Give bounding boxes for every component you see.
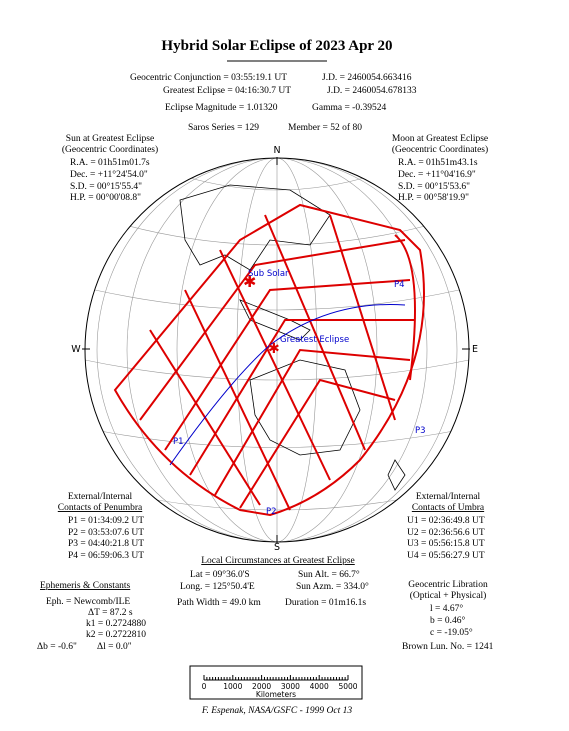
- penumbra-row: P4 = 06:59:06.3 UT: [68, 551, 144, 561]
- ephemeris-row: k2 = 0.2722810: [86, 630, 146, 640]
- credit: F. Espenak, NASA/GSFC - 1999 Oct 13: [201, 706, 352, 716]
- ephemeris-db: Δb = -0.6": [37, 642, 77, 652]
- libration-row: b = 0.46°: [430, 615, 465, 626]
- sun-row: R.A. = 01h51m01.7s: [70, 158, 150, 168]
- ephemeris-row: k1 = 0.2724880: [86, 619, 146, 629]
- local-title: Local Circumstances at Greatest Eclipse: [201, 556, 355, 566]
- scale-tick-label: 0: [202, 682, 207, 691]
- local-cell: Path Width = 49.0 km: [177, 598, 261, 608]
- compass-w: W: [71, 344, 81, 355]
- umbra-title: External/Internal: [416, 492, 481, 502]
- moon-row: S.D. = 00°15'53.6": [398, 181, 470, 192]
- ephemeris-dl: Δl = 0.0": [97, 642, 132, 652]
- local-cell: Long. = 125°50.4'E: [180, 581, 255, 592]
- libration-row: l = 4.67°: [430, 603, 463, 614]
- p3-label: P3: [415, 426, 426, 436]
- ephemeris-row: ΔT = 87.2 s: [88, 608, 133, 618]
- sun-row: H.P. = 00°00'08.8": [70, 192, 141, 203]
- sun-row: Dec. = +11°24'54.0": [70, 169, 148, 180]
- moon-title: Moon at Greatest Eclipse: [392, 134, 488, 144]
- compass-s: S: [274, 542, 280, 553]
- moon-row: Dec. = +11°04'16.9": [398, 169, 476, 180]
- moon-row: H.P. = 00°58'19.9": [398, 192, 469, 203]
- scale-tick-label: 4000: [310, 682, 329, 691]
- p1-label: P1: [173, 437, 184, 447]
- penumbra-row: P3 = 04:40:21.8 UT: [68, 539, 144, 549]
- p2-label: P2: [266, 507, 277, 517]
- scale-unit: Kilometers: [256, 690, 296, 699]
- p4-label: P4: [394, 280, 405, 290]
- greatest-jd: J.D. = 2460054.678133: [327, 86, 417, 96]
- conjunction: Geocentric Conjunction = 03:55:19.1 UT: [130, 73, 287, 83]
- umbra-row: U1 = 02:36:49.8 UT: [407, 516, 485, 526]
- globe-map: ✱ ✱: [84, 157, 470, 543]
- libration-subtitle: (Optical + Physical): [410, 590, 487, 601]
- conjunction-jd: J.D. = 2460054.663416: [322, 73, 412, 83]
- local-cell: Duration = 01m16.1s: [285, 598, 366, 608]
- sun-row: S.D. = 00°15'55.4": [70, 181, 142, 192]
- brown-lunation: Brown Lun. No. = 1241: [402, 642, 494, 652]
- penumbra-subtitle: Contacts of Penumbra: [58, 502, 143, 513]
- umbra-row: U4 = 05:56:27.9 UT: [407, 551, 485, 561]
- title: Hybrid Solar Eclipse of 2023 Apr 20: [161, 38, 392, 54]
- moon-row: R.A. = 01h51m43.1s: [398, 158, 478, 168]
- gamma: Gamma = -0.39524: [312, 103, 386, 113]
- libration-title: Geocentric Libration: [408, 580, 488, 590]
- penumbra-title: External/Internal: [68, 492, 133, 502]
- ephemeris-title: Ephemeris & Constants: [40, 581, 131, 591]
- scale-tick-label: 3000: [281, 682, 300, 691]
- sun-title: Sun at Greatest Eclipse: [66, 134, 154, 144]
- local-cell: Lat = 09°36.0'S: [190, 569, 250, 580]
- compass-n: N: [273, 145, 280, 156]
- penumbra-row: P2 = 03:53:07.6 UT: [68, 528, 144, 538]
- libration-row: c = -19.05°: [430, 627, 473, 638]
- moon-subtitle: (Geocentric Coordinates): [392, 144, 488, 155]
- greatest-eclipse-label: Greatest Eclipse: [280, 335, 349, 345]
- sub-solar-label: Sub Solar: [248, 269, 289, 279]
- scale-tick-label: 2000: [252, 682, 271, 691]
- local-cell: Sun Azm. = 334.0°: [296, 581, 369, 592]
- umbra-row: U2 = 02:36:56.6 UT: [407, 528, 485, 538]
- scale-bar: Kilometers 0 1000 2000 3000 4000 5000: [189, 665, 363, 700]
- ephemeris-row: Eph. = Newcomb/ILE: [46, 597, 130, 607]
- svg-text:✱: ✱: [243, 274, 256, 291]
- scale-tick-label: 1000: [223, 682, 242, 691]
- penumbra-row: P1 = 01:34:09.2 UT: [68, 516, 144, 526]
- compass-e: E: [472, 344, 478, 355]
- local-cell: Sun Alt. = 66.7°: [298, 569, 360, 580]
- saros: Saros Series = 129: [188, 123, 259, 133]
- sun-subtitle: (Geocentric Coordinates): [62, 144, 158, 155]
- svg-text:✱: ✱: [268, 342, 280, 357]
- scale-tick-label: 5000: [338, 682, 357, 691]
- umbra-subtitle: Contacts of Umbra: [412, 502, 485, 513]
- magnitude: Eclipse Magnitude = 1.01320: [165, 103, 278, 113]
- umbra-row: U3 = 05:56:15.8 UT: [407, 539, 485, 549]
- member: Member = 52 of 80: [288, 122, 362, 133]
- greatest: Greatest Eclipse = 04:16:30.7 UT: [163, 86, 291, 96]
